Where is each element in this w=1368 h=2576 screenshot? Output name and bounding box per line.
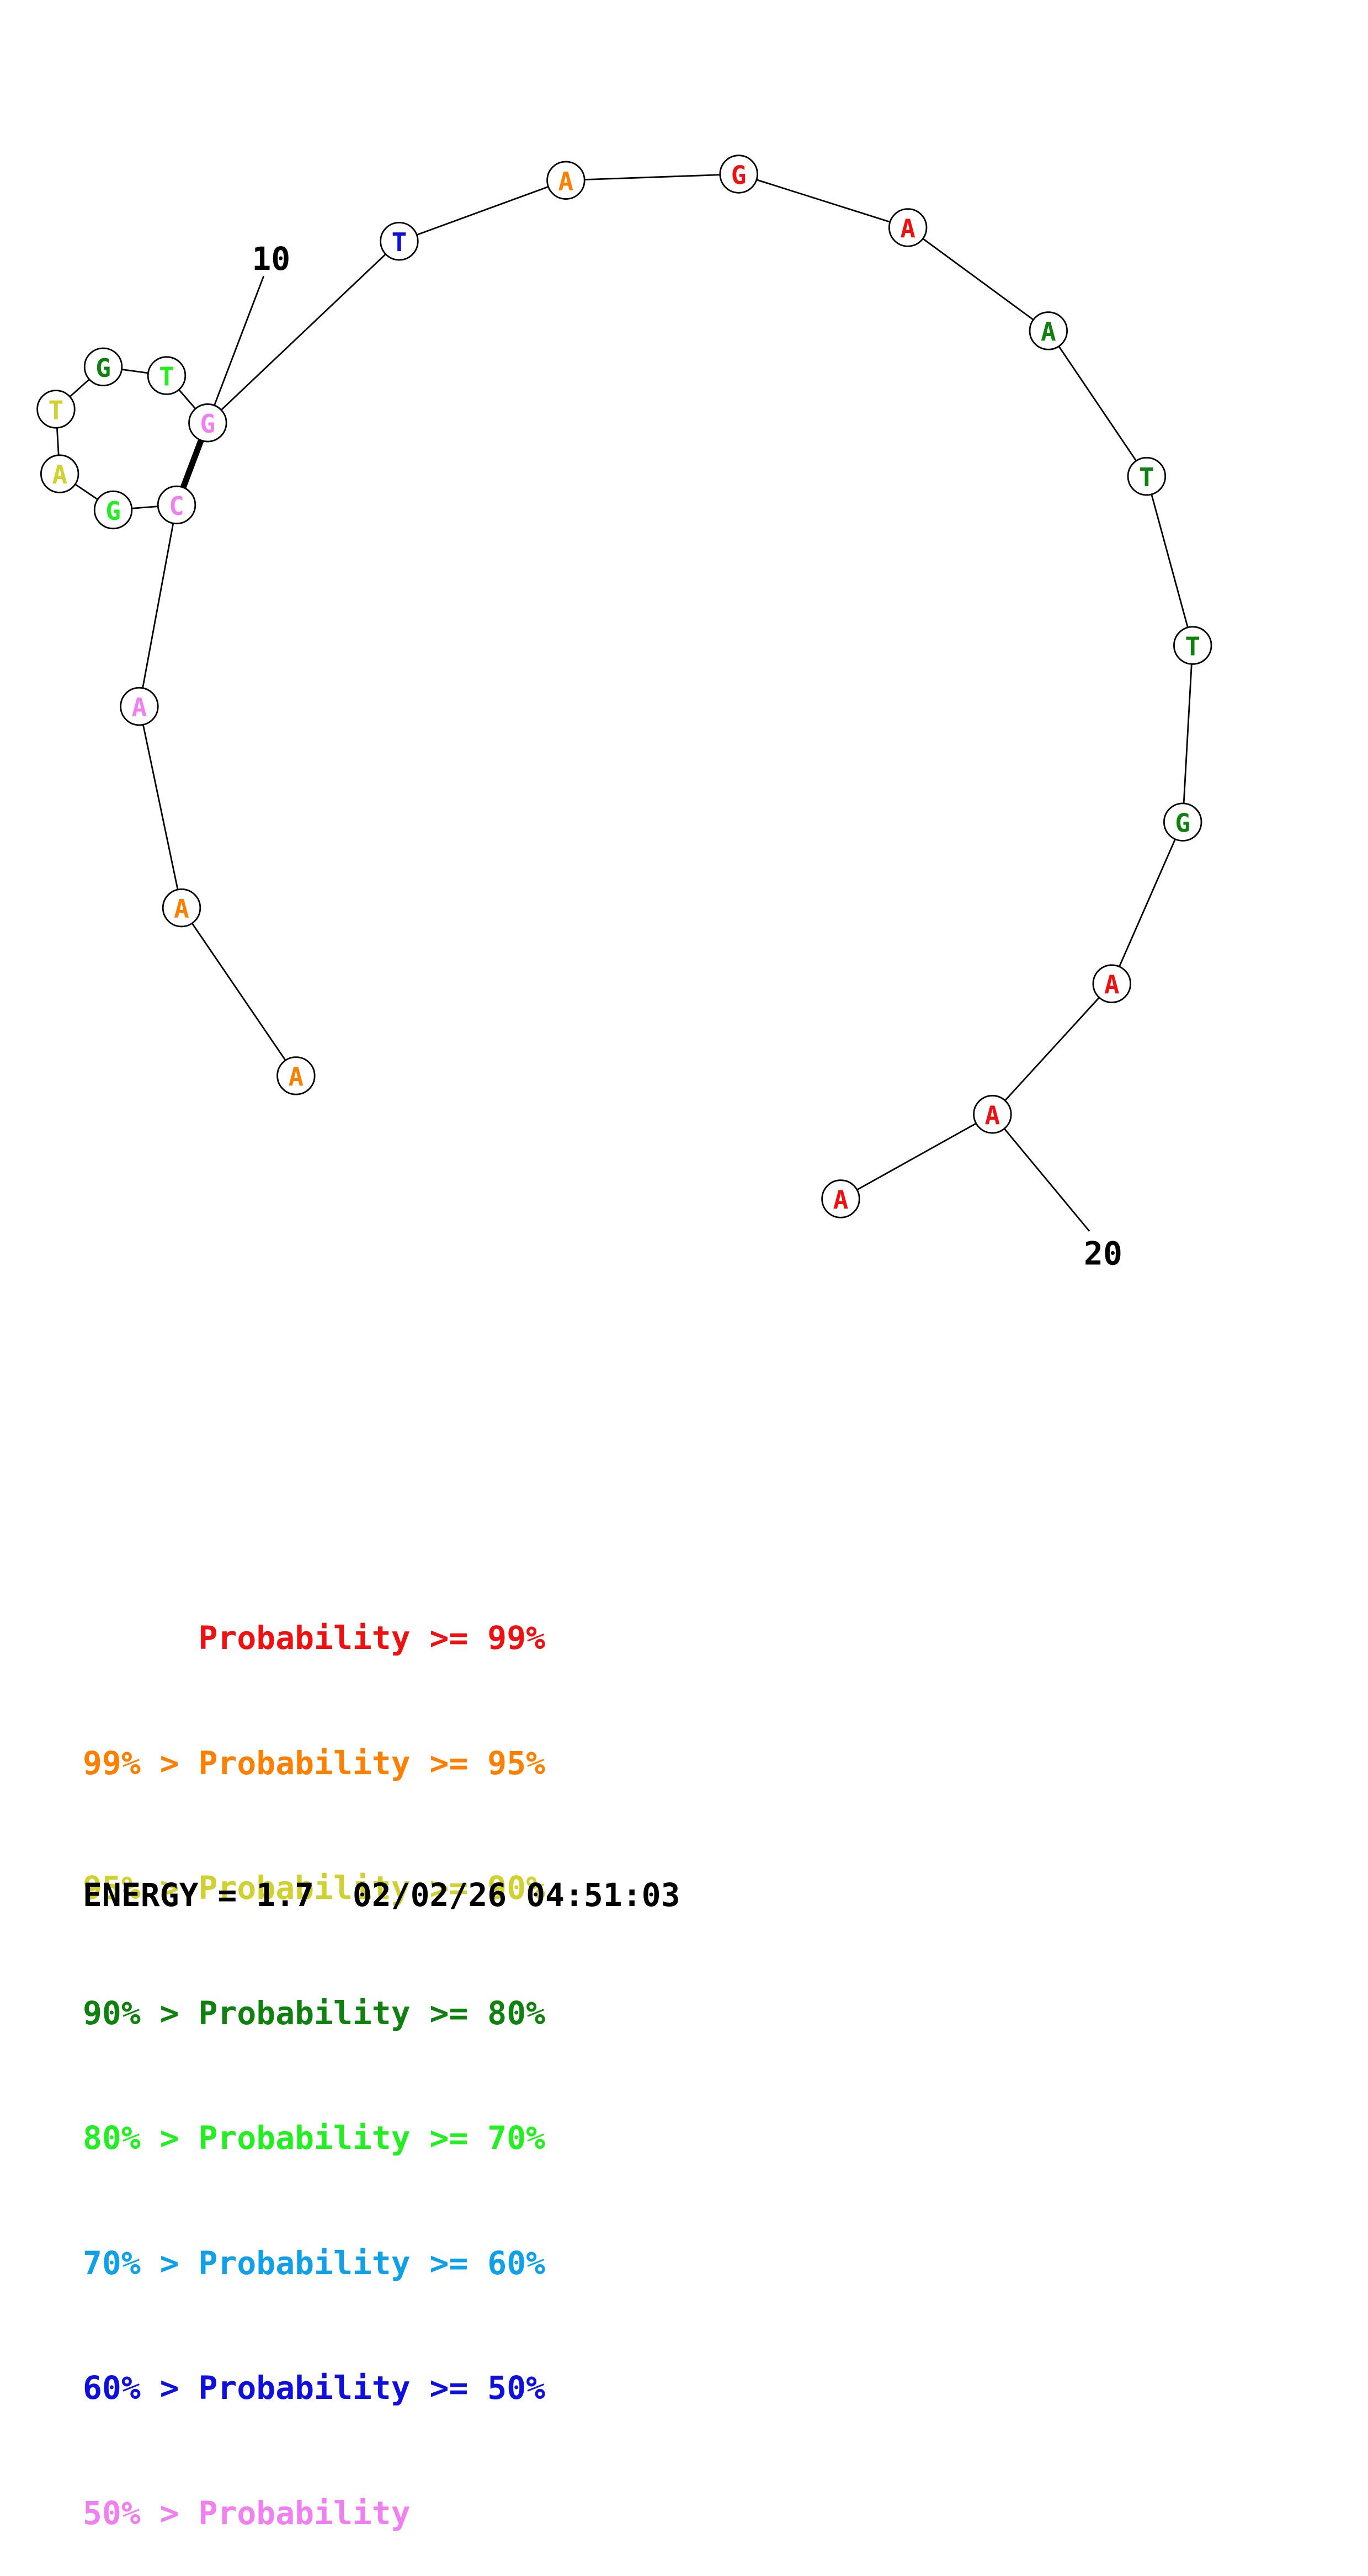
- nucleotide-base: T: [392, 227, 407, 257]
- nucleotide: G: [93, 490, 133, 530]
- nucleotide: G: [719, 155, 758, 194]
- nucleotide-base: A: [558, 167, 574, 196]
- backbone-segment: [992, 983, 1113, 1115]
- nucleotide: A: [973, 1095, 1012, 1134]
- backbone-segment: [907, 227, 1049, 332]
- nucleotide: T: [1173, 626, 1212, 665]
- backbone-segment: [207, 241, 400, 424]
- nucleotide: A: [1092, 964, 1131, 1003]
- nucleotide-circle: [120, 686, 159, 726]
- nucleotide: A: [821, 1179, 860, 1218]
- nucleotide-circle: [1173, 626, 1212, 665]
- nucleotide: A: [546, 161, 585, 200]
- position-tick-line: [207, 275, 265, 423]
- nucleotide-circle: [276, 1056, 316, 1095]
- nucleotide-circle: [821, 1179, 860, 1218]
- nucleotide-circle: [719, 155, 758, 194]
- probability-legend: Probability >= 99% 99% > Probability >= …: [83, 1534, 545, 2576]
- legend-row-99: Probability >= 99%: [83, 1619, 546, 1657]
- nucleotide-base: T: [1185, 632, 1200, 662]
- legend-row-80: 90% > Probability >= 80%: [83, 1994, 546, 2032]
- nucleotide-circle: [546, 161, 585, 200]
- nucleotide-base: G: [105, 496, 121, 526]
- backbone-segment: [1181, 645, 1194, 822]
- legend-row-60: 70% > Probability >= 60%: [83, 2244, 546, 2282]
- legend-row-90: 95% > Probability >= 90%: [83, 1869, 546, 1907]
- backbone-segment: [840, 1114, 993, 1200]
- nucleotide: A: [120, 686, 159, 726]
- nucleotide: T: [1127, 456, 1167, 496]
- nucleotide-base: A: [985, 1100, 1000, 1130]
- nucleotide-base: T: [49, 395, 64, 425]
- nucleotide-base: A: [289, 1062, 304, 1092]
- nucleotide: C: [157, 485, 196, 525]
- nucleotide-base: G: [95, 353, 111, 383]
- nucleotide-circle: [1029, 311, 1068, 350]
- nucleotide: G: [1163, 802, 1202, 842]
- backbone-segment: [139, 706, 183, 908]
- nucleotide-circle: [973, 1095, 1012, 1134]
- position-tick-line: [992, 1114, 1090, 1232]
- nucleotide-base: G: [200, 409, 216, 439]
- legend-row-95: 99% > Probability >= 95%: [83, 1744, 546, 1782]
- nucleotide-circle: [83, 347, 123, 387]
- nucleotide-circle: [157, 485, 196, 525]
- position-ticks: 10 20: [207, 240, 1122, 1273]
- nucleotide: G: [188, 403, 227, 443]
- position-label: 20: [1084, 1235, 1122, 1273]
- backbone-segment: [1111, 822, 1184, 984]
- nucleotide-base: A: [900, 214, 915, 243]
- energy-footer: ENERGY = 1.7 02/02/26 04:51:03: [83, 1876, 680, 1914]
- legend-row-70: 80% > Probability >= 70%: [83, 2119, 546, 2157]
- nucleotide-base: G: [731, 161, 747, 190]
- legend-row-below-50: 50% > Probability: [83, 2494, 411, 2532]
- backbone-segment: [738, 173, 908, 228]
- nucleotide-circle: [888, 208, 928, 247]
- nucleotide-base: A: [132, 693, 147, 722]
- backbone-segment: [398, 179, 566, 242]
- backbone-segment: [1146, 476, 1194, 646]
- nucleotide-circle: [380, 222, 419, 261]
- nucleotide: T: [147, 356, 187, 395]
- nucleotide: T: [36, 390, 76, 429]
- nucleotide: A: [1029, 311, 1068, 350]
- legend-row-50: 60% > Probability >= 50%: [83, 2369, 546, 2407]
- nucleotide-base: A: [833, 1185, 849, 1215]
- backbone-lines: [55, 173, 1194, 1200]
- nucleotide: A: [162, 888, 201, 928]
- nucleotide-base: A: [52, 460, 67, 490]
- nucleotide-circle: [188, 403, 227, 443]
- nucleotide-base: T: [159, 362, 174, 392]
- nucleotide-circle: [36, 390, 76, 429]
- nucleotide: T: [380, 222, 419, 261]
- nucleotide: G: [83, 347, 123, 387]
- backbone-segment: [180, 907, 297, 1077]
- nucleotide-circle: [147, 356, 187, 395]
- nucleotide-base: T: [1139, 462, 1154, 492]
- backbone-segment: [139, 504, 178, 707]
- position-label: 10: [252, 240, 290, 278]
- backbone-segment: [1047, 330, 1148, 477]
- nucleotide: A: [40, 454, 79, 493]
- nucleotide-circle: [40, 454, 79, 493]
- nucleotide-base: C: [169, 491, 184, 521]
- backbone-segment: [566, 173, 739, 182]
- nucleotide-circle: [1163, 802, 1202, 842]
- nucleotide-circle: [1127, 456, 1167, 496]
- nucleotide: A: [276, 1056, 316, 1095]
- nucleotide-base: A: [174, 894, 189, 924]
- nucleotide-base: G: [1175, 808, 1190, 838]
- nucleotide-base: A: [1104, 970, 1120, 1000]
- nucleotide-base: A: [1041, 317, 1056, 347]
- nucleotide-circle: [162, 888, 201, 928]
- nucleotide-circle: [93, 490, 133, 530]
- nucleotide-circle: [1092, 964, 1131, 1003]
- nucleotide: A: [888, 208, 928, 247]
